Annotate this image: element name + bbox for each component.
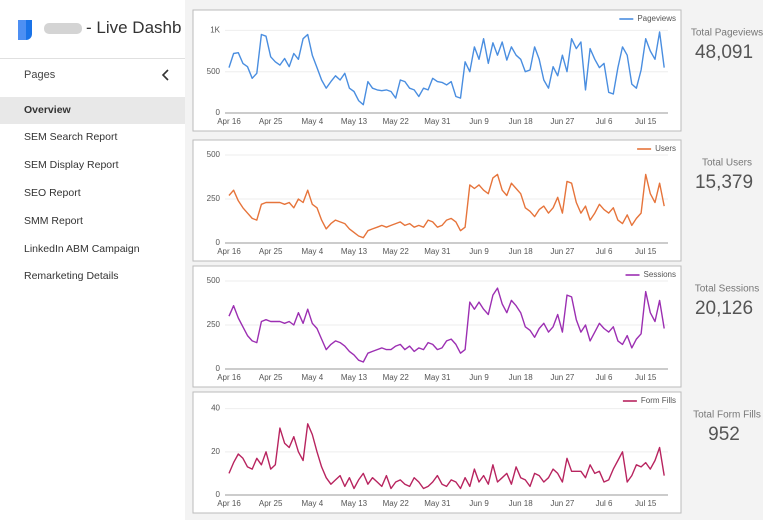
x-tick-label: May 13: [341, 499, 368, 508]
nav-item[interactable]: Overview: [0, 97, 185, 124]
nav-item[interactable]: SEM Search Report: [24, 131, 118, 143]
line-series: [228, 173, 665, 239]
x-tick-label: Jul 15: [635, 247, 657, 256]
kpi-value: 20,126: [695, 298, 753, 319]
x-tick-label: May 31: [424, 373, 451, 382]
x-tick-label: Jul 15: [635, 499, 657, 508]
x-tick-label: May 13: [341, 247, 368, 256]
x-tick-label: Jul 6: [596, 499, 613, 508]
x-tick-label: May 13: [341, 373, 368, 382]
x-tick-label: Jun 9: [469, 117, 489, 126]
x-tick-label: May 31: [424, 117, 451, 126]
x-tick-label: Jun 27: [550, 117, 575, 126]
x-tick-label: Apr 25: [259, 373, 283, 382]
x-tick-label: Jun 18: [509, 499, 534, 508]
x-tick-label: Jul 15: [635, 117, 657, 126]
x-tick-label: Apr 25: [259, 499, 283, 508]
legend-label: Form Fills: [641, 396, 676, 405]
x-tick-label: Jun 18: [509, 373, 534, 382]
y-tick-label: 500: [207, 67, 221, 76]
x-tick-label: Apr 16: [217, 499, 241, 508]
line-series: [228, 423, 665, 490]
x-tick-label: May 13: [341, 117, 368, 126]
nav-item[interactable]: Remarketing Details: [24, 270, 119, 282]
x-tick-label: Jun 27: [550, 373, 575, 382]
x-tick-label: Jul 6: [596, 247, 613, 256]
kpi-value: 952: [708, 424, 740, 445]
y-tick-label: 250: [207, 320, 221, 329]
chart-panel: [192, 139, 682, 262]
chart-panel: [192, 265, 682, 388]
y-tick-label: 1K: [210, 26, 220, 35]
x-tick-label: May 22: [383, 117, 410, 126]
y-tick-label: 0: [216, 238, 221, 247]
nav-item[interactable]: SMM Report: [24, 215, 83, 227]
x-tick-label: Jun 9: [469, 373, 489, 382]
x-tick-label: Jun 9: [469, 247, 489, 256]
x-tick-label: Jul 6: [596, 117, 613, 126]
chart-panel: [192, 391, 682, 514]
y-tick-label: 0: [216, 490, 221, 499]
y-tick-label: 40: [211, 404, 220, 413]
y-tick-label: 0: [216, 364, 221, 373]
x-tick-label: Jun 27: [550, 247, 575, 256]
y-tick-label: 500: [207, 276, 221, 285]
x-tick-label: Jun 9: [469, 499, 489, 508]
y-tick-label: 0: [216, 108, 221, 117]
x-tick-label: Jun 18: [509, 247, 534, 256]
x-tick-label: Apr 25: [259, 117, 283, 126]
x-tick-label: Apr 25: [259, 247, 283, 256]
kpi-value: 48,091: [695, 42, 753, 63]
x-tick-label: Apr 16: [217, 373, 241, 382]
legend-label: Pageviews: [637, 14, 676, 23]
x-tick-label: Apr 16: [217, 247, 241, 256]
x-tick-label: May 4: [301, 499, 323, 508]
x-tick-label: Jun 18: [509, 117, 534, 126]
dashboard-title: - Live Dashb: [86, 18, 182, 37]
kpi-label: Total Users: [702, 158, 752, 169]
x-tick-label: May 31: [424, 499, 451, 508]
pages-heading: Pages: [24, 69, 56, 81]
x-tick-label: Jul 15: [635, 373, 657, 382]
line-series: [228, 31, 665, 106]
x-tick-label: May 4: [301, 117, 323, 126]
logo: [18, 20, 82, 40]
legend-label: Users: [655, 144, 676, 153]
kpi-value: 15,379: [695, 172, 753, 193]
nav-item[interactable]: SEM Display Report: [24, 159, 119, 171]
nav-item[interactable]: SEO Report: [24, 187, 81, 199]
x-tick-label: May 4: [301, 373, 323, 382]
y-tick-label: 250: [207, 194, 221, 203]
y-tick-label: 500: [207, 150, 221, 159]
kpi-label: Total Form Fills: [693, 410, 761, 421]
kpi-label: Total Sessions: [695, 284, 759, 295]
header: - Live Dashb: [0, 0, 185, 59]
collapse-button[interactable]: [160, 69, 172, 81]
x-tick-label: Jul 6: [596, 373, 613, 382]
x-tick-label: May 22: [383, 373, 410, 382]
sidebar: - Live Dashb Pages Overview SEM Search Re…: [0, 0, 185, 520]
line-series: [228, 287, 665, 363]
x-tick-label: May 22: [383, 247, 410, 256]
y-tick-label: 20: [211, 447, 220, 456]
x-tick-label: May 22: [383, 499, 410, 508]
kpi-label: Total Pageviews: [691, 28, 763, 39]
legend-label: Sessions: [644, 270, 676, 279]
x-tick-label: Jun 27: [550, 499, 575, 508]
x-tick-label: Apr 16: [217, 117, 241, 126]
x-tick-label: May 31: [424, 247, 451, 256]
nav-item[interactable]: LinkedIn ABM Campaign: [24, 243, 140, 255]
x-tick-label: May 4: [301, 247, 323, 256]
